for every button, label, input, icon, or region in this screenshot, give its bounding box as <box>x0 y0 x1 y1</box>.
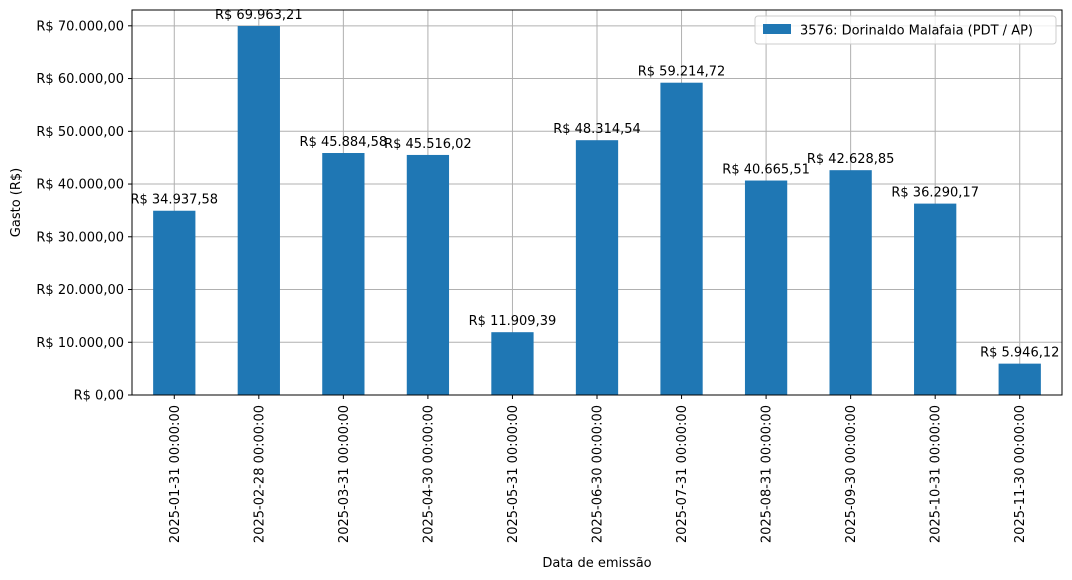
bar <box>153 210 196 395</box>
bar-value-label: R$ 40.665,51 <box>722 163 810 178</box>
bar <box>998 363 1041 395</box>
bar <box>575 140 619 395</box>
x-tick-label: 2025-11-30 00:00:00 <box>1013 405 1028 543</box>
y-tick-label: R$ 20.000,00 <box>36 283 124 298</box>
y-axis-ticks: R$ 0,00 R$ 10.000,00 R$ 20.000,00 R$ 30.000… <box>36 19 132 404</box>
bar-value-label: R$ 69.963,21 <box>215 8 303 23</box>
x-axis-ticks: 2025-01-31 00:00:00 2025-02-28 00:00:00 20… <box>168 395 1028 543</box>
bar-value-label: R$ 11.909,39 <box>469 314 557 329</box>
x-tick-label: 2025-01-31 00:00:00 <box>168 405 183 543</box>
legend-label: 3576: Dorinaldo Malafaia (PDT / AP) <box>800 24 1033 39</box>
y-tick-label: R$ 60.000,00 <box>36 72 124 87</box>
x-tick-label: 2025-10-31 00:00:00 <box>929 405 944 543</box>
legend: 3576: Dorinaldo Malafaia (PDT / AP) <box>754 15 1057 45</box>
legend-swatch <box>763 24 791 34</box>
y-tick-label: R$ 40.000,00 <box>36 178 124 193</box>
bars <box>153 26 1041 395</box>
x-tick-label: 2025-02-28 00:00:00 <box>252 405 267 543</box>
bar-value-label: R$ 45.884,58 <box>300 135 388 150</box>
bar <box>660 82 703 395</box>
bar-value-label: R$ 45.516,02 <box>384 137 472 152</box>
bar <box>406 154 450 395</box>
bar <box>322 153 365 395</box>
bar <box>744 180 788 395</box>
x-tick-label: 2025-09-30 00:00:00 <box>844 405 859 543</box>
y-tick-label: R$ 30.000,00 <box>36 230 124 245</box>
data-labels: R$ 34.937,58R$ 69.963,21R$ 45.884,58R$ 4… <box>130 8 1059 361</box>
x-tick-label: 2025-06-30 00:00:00 <box>591 405 606 543</box>
y-axis-label: Gasto (R$) <box>9 168 24 237</box>
x-tick-label: 2025-04-30 00:00:00 <box>421 405 436 543</box>
bar <box>237 26 280 395</box>
bar-value-label: R$ 5.946,12 <box>980 346 1059 361</box>
y-tick-label: R$ 50.000,00 <box>36 125 124 140</box>
bar-value-label: R$ 36.290,17 <box>891 186 979 201</box>
bar-value-label: R$ 34.937,58 <box>130 193 218 208</box>
bar-value-label: R$ 48.314,54 <box>553 122 641 137</box>
bar <box>491 332 534 395</box>
x-tick-label: 2025-03-31 00:00:00 <box>337 405 352 543</box>
bar <box>829 170 872 395</box>
y-tick-label: R$ 10.000,00 <box>36 336 124 351</box>
legend-box <box>754 15 1057 45</box>
x-axis-label: Data de emissão <box>542 556 651 571</box>
x-tick-label: 2025-08-31 00:00:00 <box>760 405 775 543</box>
y-tick-label: R$ 0,00 <box>74 389 124 404</box>
y-tick-label: R$ 70.000,00 <box>36 19 124 34</box>
bar-value-label: R$ 42.628,85 <box>807 152 895 167</box>
x-tick-label: 2025-05-31 00:00:00 <box>506 405 521 543</box>
bar-value-label: R$ 59.214,72 <box>638 65 726 80</box>
bar <box>914 203 957 395</box>
x-tick-label: 2025-07-31 00:00:00 <box>675 405 690 543</box>
